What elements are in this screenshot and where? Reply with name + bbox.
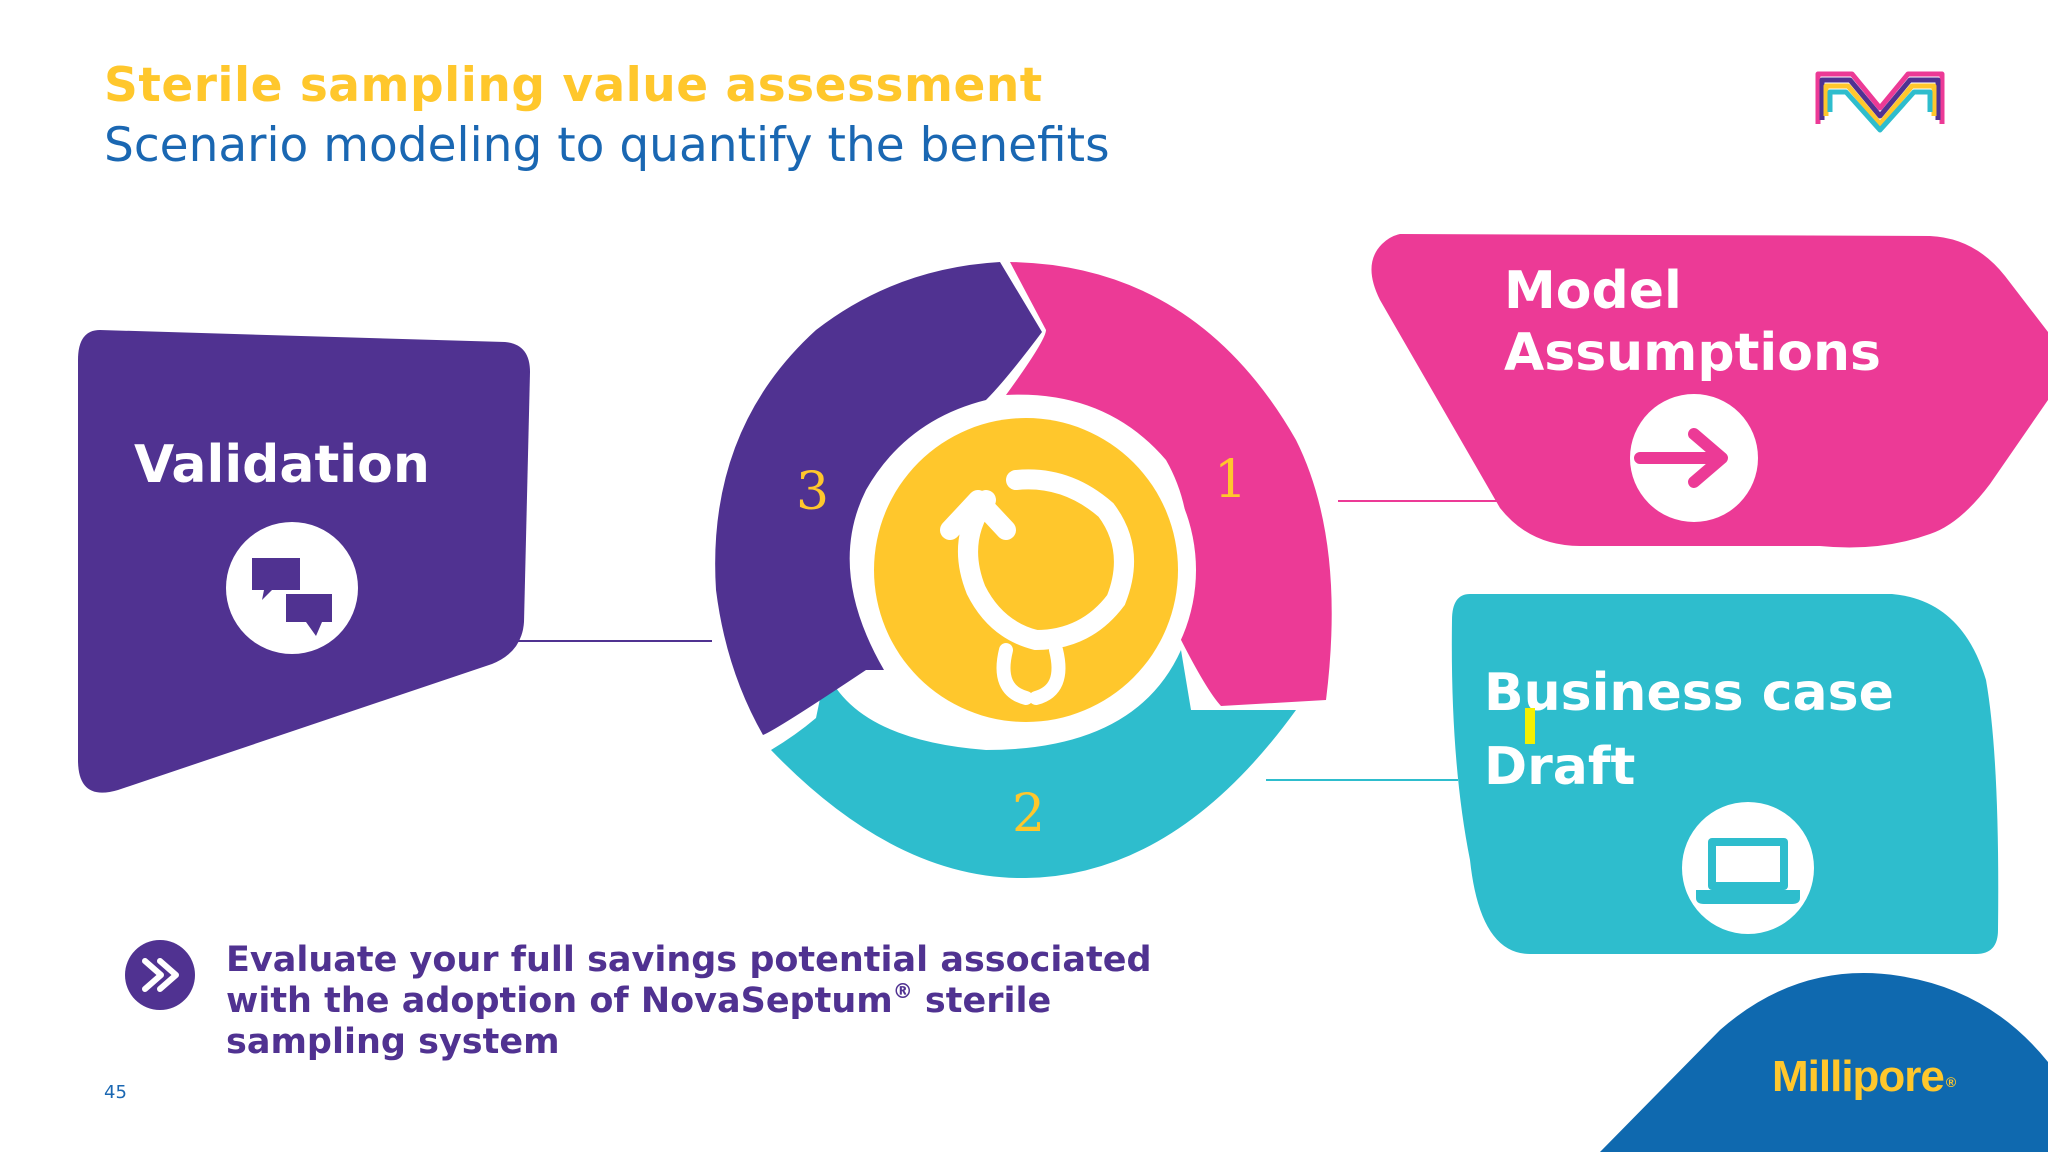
laptop-icon <box>1682 802 1814 934</box>
slide-title: Sterile sampling value assessment <box>104 58 1043 113</box>
chat-bubbles-icon <box>226 522 358 654</box>
cycle-segment-1 <box>1006 262 1332 706</box>
step-number-2: 2 <box>1012 784 1046 844</box>
brand-corner <box>1600 973 2048 1152</box>
page-number: 45 <box>104 1082 127 1103</box>
model-assumptions-box <box>1371 234 2048 548</box>
business-case-label: Business case Draft <box>1484 656 1894 804</box>
double-chevron-icon <box>125 940 195 1010</box>
business-case-label-line1: Business case <box>1484 663 1894 723</box>
model-assumptions-label-line2: Assumptions <box>1504 323 1881 383</box>
cycle-diagram <box>715 262 1332 879</box>
model-assumptions-label-line1: Model <box>1504 261 1682 321</box>
step-number-1: 1 <box>1214 450 1248 510</box>
footer-text-part1: Evaluate your full savings potential ass… <box>226 940 1152 1021</box>
footer-text-part2: sterile sampling system <box>226 981 1052 1062</box>
business-case-label-line2: Draft <box>1484 737 1636 797</box>
refresh-cycle-icon <box>940 469 1134 705</box>
model-assumptions-label: Model Assumptions <box>1504 260 1881 384</box>
brand-name: Millipore <box>1772 1052 1945 1101</box>
validation-label: Validation <box>134 435 430 495</box>
business-case-box <box>1451 594 1999 954</box>
brand-wordmark: Millipore ® <box>1772 1052 1956 1102</box>
footer-registered-mark: ® <box>892 979 913 1003</box>
cycle-segment-3 <box>715 262 1042 735</box>
brand-registered-mark: ® <box>1945 1074 1956 1090</box>
footer-text: Evaluate your full savings potential ass… <box>226 940 1236 1063</box>
slide-subtitle: Scenario modeling to quantify the benefi… <box>104 118 1110 173</box>
text-cursor <box>1525 708 1535 744</box>
arrow-right-icon <box>1630 394 1758 522</box>
cycle-segment-2 <box>771 650 1296 879</box>
step-number-3: 3 <box>796 462 830 522</box>
m-logo-icon <box>1815 71 1945 133</box>
